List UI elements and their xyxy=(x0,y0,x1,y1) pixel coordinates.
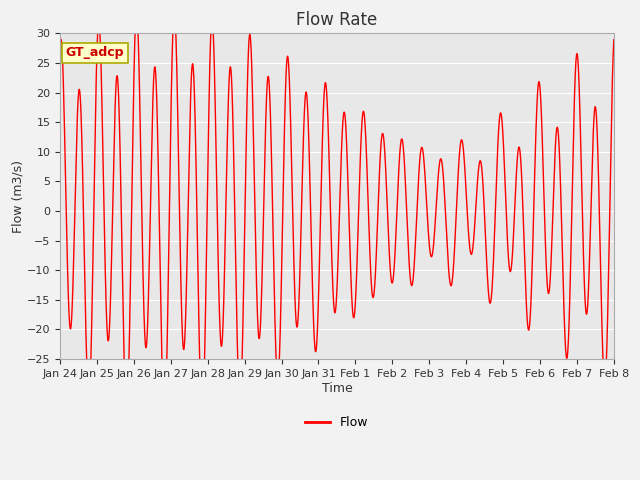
Y-axis label: Flow (m3/s): Flow (m3/s) xyxy=(11,160,24,233)
Text: GT_adcp: GT_adcp xyxy=(66,47,124,60)
X-axis label: Time: Time xyxy=(321,382,352,395)
Legend: Flow: Flow xyxy=(300,411,374,434)
Title: Flow Rate: Flow Rate xyxy=(296,11,378,29)
